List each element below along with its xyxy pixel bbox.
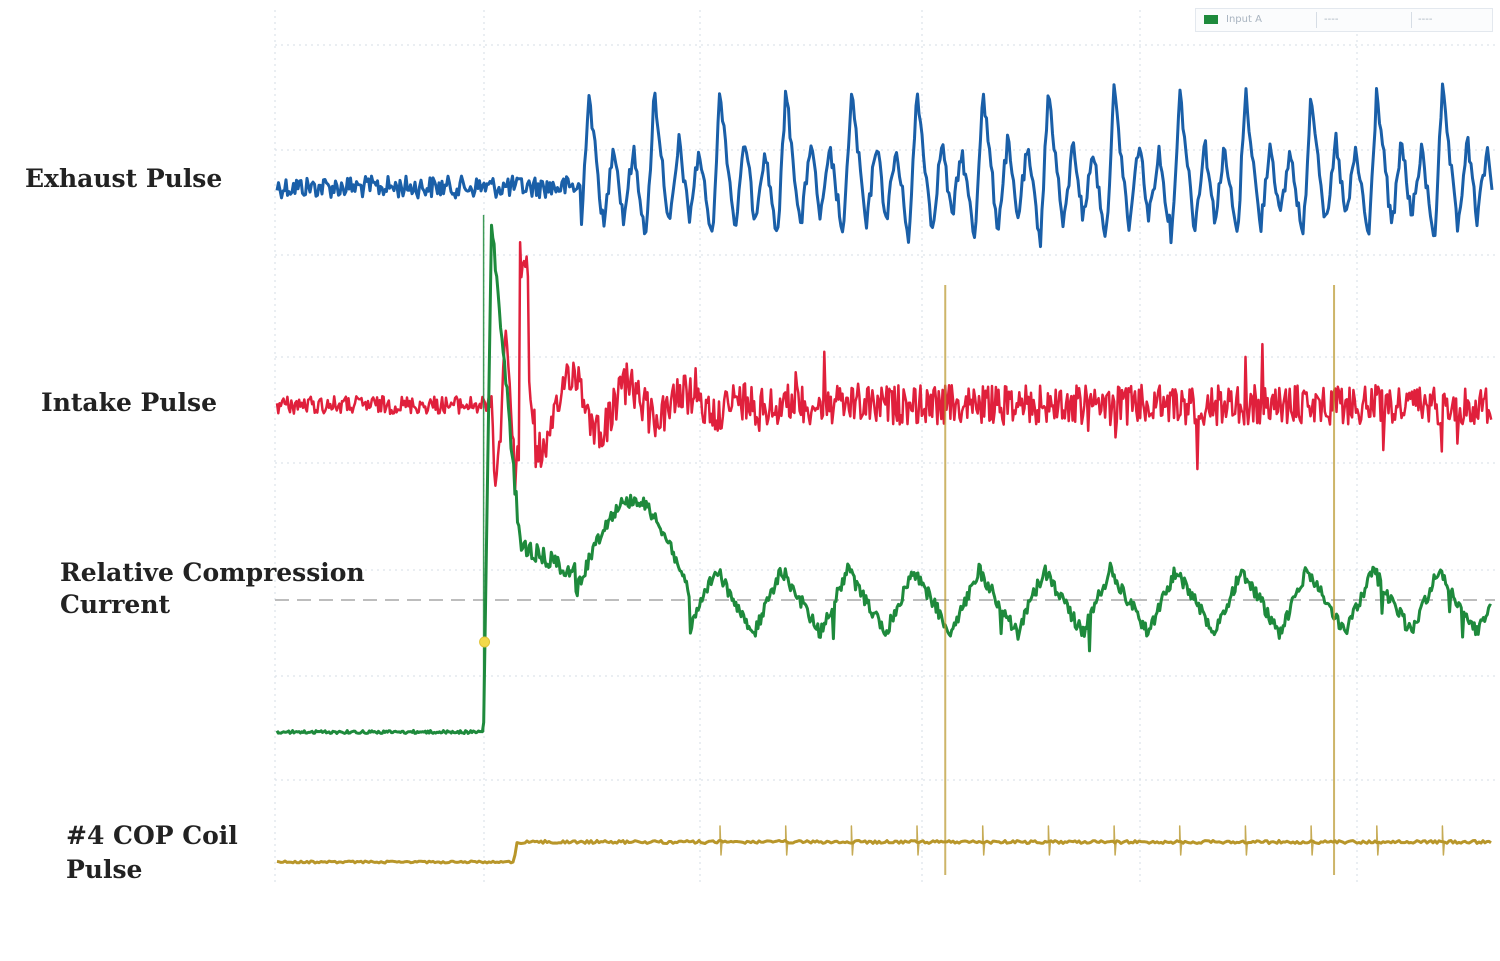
exhaust-pulse-label: Exhaust Pulse [25,164,223,193]
cop-tick-spike [719,825,723,856]
legend[interactable]: Input A ---- ---- [1195,8,1493,32]
legend-separator [1411,12,1412,28]
legend-separator [1316,12,1317,28]
legend-entry-1: Input A [1226,14,1262,25]
cop-pulse-label-line2: Pulse [66,855,143,884]
cop-tick-spike [916,825,920,856]
cop-tick-spike [1441,825,1446,856]
cop-pulse-label-line1: #4 COP Coil [66,821,238,850]
chart-grid [274,10,1495,885]
legend-entry-3: ---- [1418,14,1433,25]
cop-coil-pulse-trace [276,839,1492,865]
cop-tick-spike [1310,825,1314,856]
exhaust-pulse-trace [275,82,1494,249]
cop-tick-spike [1113,825,1117,856]
cop-tick-spike [1376,825,1380,856]
intake-pulse-label: Intake Pulse [41,388,218,417]
cop-tick-spike [981,825,986,856]
cop-tick-spike [850,825,855,856]
cop-tick-spike [1047,825,1052,856]
cop-tick-spike [1244,825,1249,856]
cop-tick-spike [784,825,789,856]
compression-label-line2: Current [60,590,171,619]
compression-label-line1: Relative Compression [60,558,365,587]
compression-current-trace [275,223,1492,735]
trace-group [275,82,1494,875]
cop-tick-spike [1178,825,1183,856]
trigger-marker [479,636,491,648]
legend-entry-2: ---- [1324,14,1339,25]
intake-pulse-trace [275,240,1493,496]
legend-swatch-input-a [1204,15,1218,24]
